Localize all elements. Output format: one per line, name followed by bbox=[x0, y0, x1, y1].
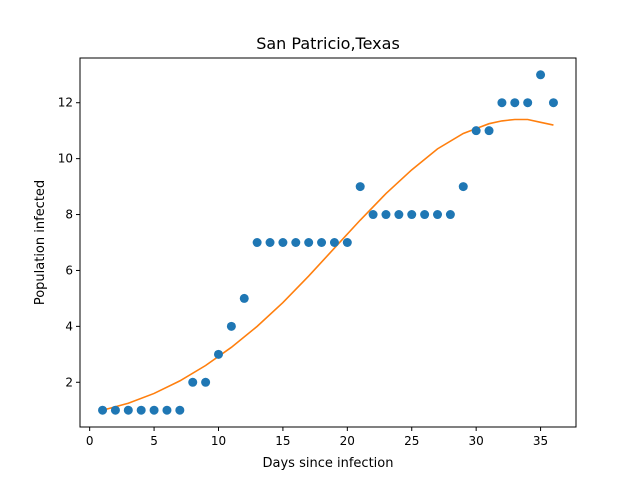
y-tick-label: 10 bbox=[58, 152, 73, 166]
data-point bbox=[445, 210, 455, 220]
x-tick-label: 10 bbox=[211, 434, 226, 448]
data-point bbox=[291, 238, 301, 247]
y-tick-label: 2 bbox=[65, 375, 73, 389]
data-point bbox=[536, 70, 546, 80]
data-point bbox=[98, 405, 108, 415]
plot-frame bbox=[79, 57, 577, 428]
data-point bbox=[433, 210, 443, 220]
y-tick-label: 6 bbox=[65, 263, 73, 277]
data-point bbox=[368, 210, 378, 220]
data-point bbox=[497, 98, 507, 108]
y-axis-label: Population infected bbox=[33, 180, 48, 305]
x-tick-label: 15 bbox=[275, 434, 290, 448]
x-tick-label: 25 bbox=[404, 434, 419, 448]
data-point bbox=[304, 238, 314, 247]
plot-area bbox=[98, 70, 558, 415]
data-point bbox=[548, 98, 558, 108]
data-point bbox=[175, 405, 185, 415]
data-point bbox=[188, 377, 198, 387]
data-point bbox=[226, 321, 236, 331]
x-tick-label: 30 bbox=[469, 434, 484, 448]
data-point bbox=[342, 238, 352, 247]
x-axis-label: Days since infection bbox=[263, 456, 394, 471]
data-point bbox=[523, 98, 533, 108]
y-tick-label: 12 bbox=[58, 96, 73, 110]
data-point bbox=[407, 210, 417, 220]
chart-title: San Patricio,Texas bbox=[256, 34, 400, 53]
fit-line bbox=[102, 118, 554, 412]
data-point bbox=[278, 238, 288, 247]
axis-ticks: 0 5 10 15 20 25 30 35 2 4 6 8 10 12 bbox=[58, 96, 548, 448]
data-point bbox=[162, 405, 172, 415]
x-tick-label: 20 bbox=[340, 434, 355, 448]
x-tick-label: 5 bbox=[150, 434, 158, 448]
data-point bbox=[381, 210, 391, 220]
data-point bbox=[484, 126, 494, 136]
x-tick-label: 0 bbox=[86, 434, 94, 448]
data-point bbox=[355, 182, 365, 192]
data-point bbox=[317, 238, 327, 247]
x-tick-label: 35 bbox=[533, 434, 548, 448]
data-point bbox=[201, 377, 211, 387]
data-point bbox=[510, 98, 520, 108]
y-tick-label: 8 bbox=[65, 208, 73, 222]
data-point bbox=[394, 210, 404, 220]
data-point bbox=[149, 405, 159, 415]
data-point bbox=[213, 349, 223, 359]
data-point bbox=[329, 238, 339, 247]
data-point bbox=[239, 293, 249, 303]
y-tick-label: 4 bbox=[65, 319, 73, 333]
data-point bbox=[265, 238, 275, 247]
data-point bbox=[252, 238, 262, 247]
data-point bbox=[458, 182, 468, 192]
data-point bbox=[123, 405, 133, 415]
data-point bbox=[471, 126, 481, 136]
data-point bbox=[420, 210, 430, 220]
data-point bbox=[136, 405, 146, 415]
data-point bbox=[110, 405, 120, 415]
